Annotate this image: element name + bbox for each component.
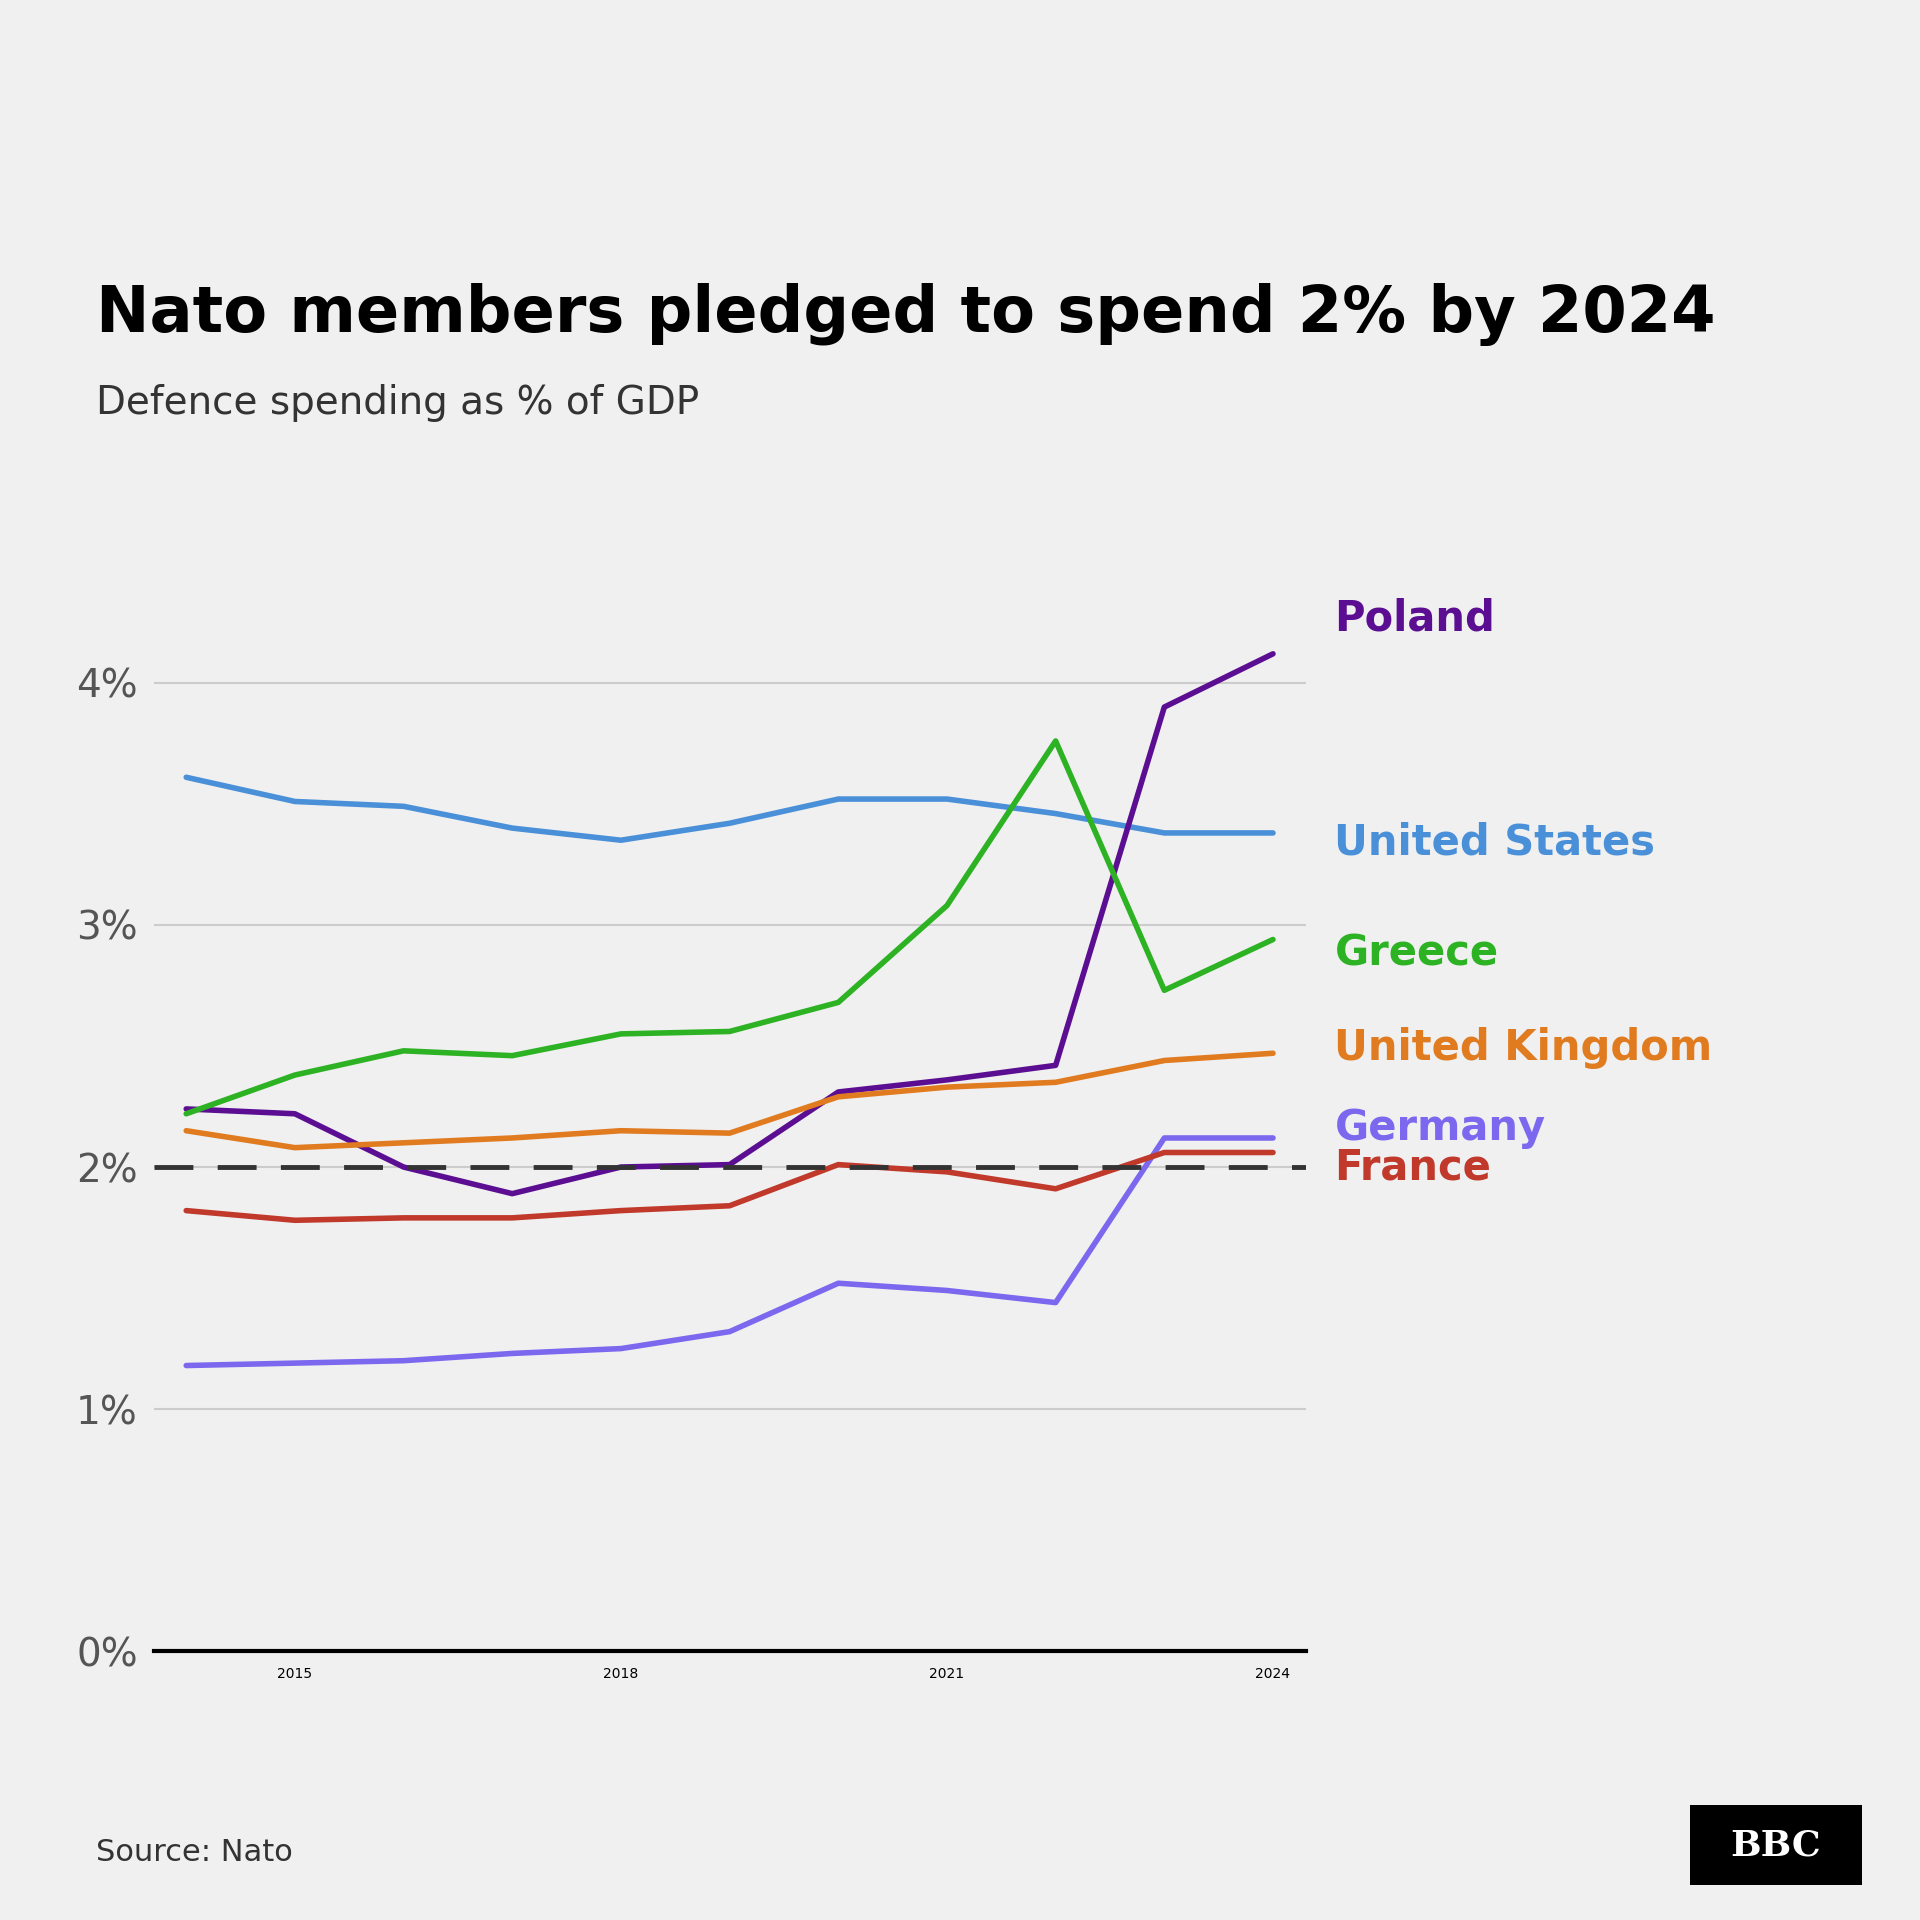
Text: Defence spending as % of GDP: Defence spending as % of GDP	[96, 384, 699, 422]
Text: Poland: Poland	[1334, 597, 1496, 639]
FancyBboxPatch shape	[1690, 1805, 1862, 1885]
Text: Source: Nato: Source: Nato	[96, 1837, 292, 1868]
Text: Germany: Germany	[1334, 1108, 1546, 1150]
Text: Nato members pledged to spend 2% by 2024: Nato members pledged to spend 2% by 2024	[96, 282, 1715, 346]
Text: United States: United States	[1334, 822, 1655, 864]
Text: France: France	[1334, 1146, 1492, 1188]
Text: BBC: BBC	[1730, 1828, 1822, 1862]
Text: United Kingdom: United Kingdom	[1334, 1027, 1713, 1069]
Text: Greece: Greece	[1334, 933, 1498, 975]
